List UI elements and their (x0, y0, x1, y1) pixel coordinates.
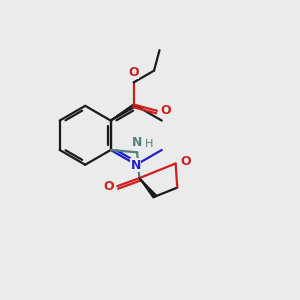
Text: H: H (146, 139, 154, 149)
Text: O: O (128, 66, 139, 79)
Text: O: O (103, 180, 114, 193)
Text: N: N (132, 136, 142, 149)
Text: O: O (180, 154, 190, 168)
Text: O: O (160, 104, 171, 117)
Text: N: N (130, 159, 141, 172)
Polygon shape (140, 178, 157, 198)
